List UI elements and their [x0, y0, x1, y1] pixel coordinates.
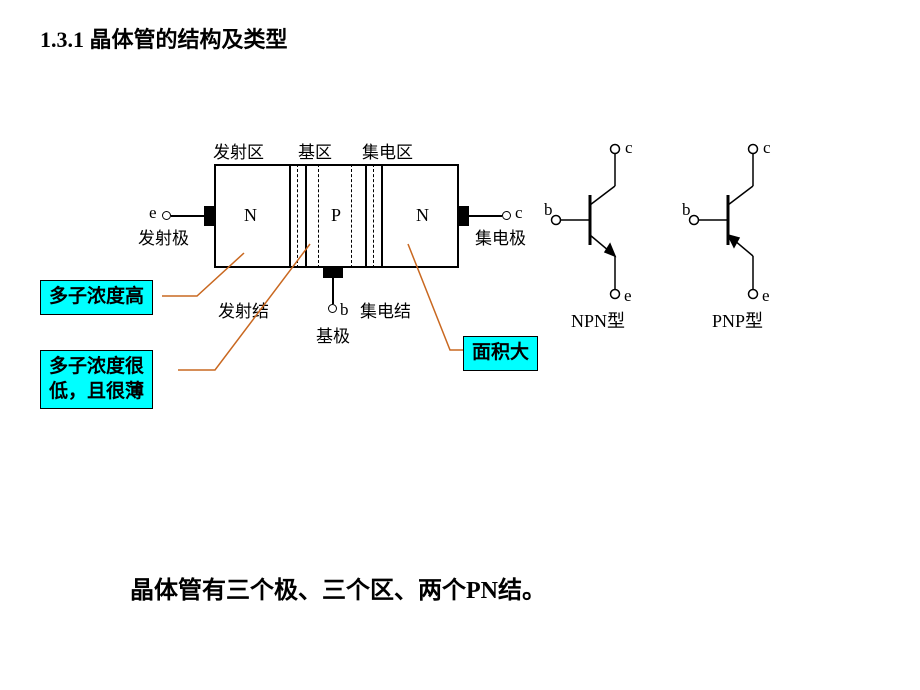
junction-line [289, 164, 291, 268]
collector-terminal-label: 集电极 [475, 224, 526, 249]
collector-contact [459, 206, 469, 226]
npn-b: b [544, 200, 553, 220]
pnp-b: b [682, 200, 691, 220]
npn-c: c [625, 138, 633, 158]
emitter-terminal-label: 发射极 [138, 224, 189, 249]
n-region-1: N [244, 205, 257, 226]
emitter-lead [171, 215, 204, 217]
collector-junction-label: 集电结 [360, 297, 411, 322]
p-region: P [331, 205, 341, 226]
collector-region-label: 集电区 [362, 138, 413, 163]
junction-dash [318, 164, 319, 268]
junction-line [305, 164, 307, 268]
base-callout: 多子浓度很 低，且很薄 [40, 350, 153, 409]
e-letter: e [149, 203, 157, 223]
b-letter: b [340, 300, 349, 320]
emitter-contact [204, 206, 214, 226]
junction-line [365, 164, 367, 268]
summary-text: 晶体管有三个极、三个区、两个PN结。 [130, 570, 546, 605]
junction-line [381, 164, 383, 268]
page-title: 1.3.1 晶体管的结构及类型 [40, 22, 288, 54]
collector-terminal-circle [502, 211, 511, 220]
npn-e: e [624, 286, 632, 306]
pnp-e: e [762, 286, 770, 306]
emitter-region-label: 发射区 [213, 138, 264, 163]
emitter-junction-label: 发射结 [218, 297, 269, 322]
emitter-terminal-circle [162, 211, 171, 220]
base-terminal-circle [328, 304, 337, 313]
base-terminal-label: 基极 [316, 322, 350, 347]
emitter-callout: 多子浓度高 [40, 280, 153, 315]
collector-lead [469, 215, 502, 217]
base-lead [332, 278, 334, 304]
junction-dash [351, 164, 352, 268]
pnp-type-label: PNP型 [712, 307, 763, 333]
c-letter: c [515, 203, 523, 223]
junction-dash [297, 164, 298, 268]
pnp-c: c [763, 138, 771, 158]
collector-callout: 面积大 [463, 336, 538, 371]
npn-type-label: NPN型 [571, 307, 625, 333]
n-region-2: N [416, 205, 429, 226]
base-region-label: 基区 [298, 138, 332, 163]
junction-dash [373, 164, 374, 268]
base-contact [323, 268, 343, 278]
